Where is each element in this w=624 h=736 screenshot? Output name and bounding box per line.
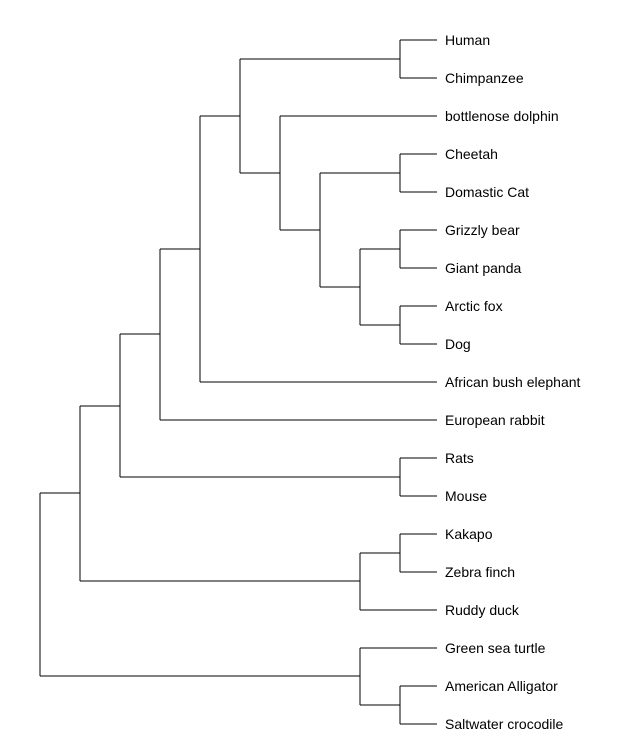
leaf-label: Domastic Cat bbox=[445, 184, 529, 200]
leaf-label: Kakapo bbox=[445, 526, 493, 542]
leaf-label: Human bbox=[445, 32, 490, 48]
leaf-label: Saltwater crocodile bbox=[445, 716, 563, 732]
leaf-label: Dog bbox=[445, 336, 471, 352]
leaf-label: Rats bbox=[445, 450, 474, 466]
leaf-label: Zebra finch bbox=[445, 564, 515, 580]
leaf-label: Giant panda bbox=[445, 260, 521, 276]
leaf-label: Cheetah bbox=[445, 146, 498, 162]
leaf-label: Mouse bbox=[445, 488, 487, 504]
leaf-label: Chimpanzee bbox=[445, 70, 524, 86]
leaf-label: American Alligator bbox=[445, 678, 558, 694]
leaf-label: African bush elephant bbox=[445, 374, 581, 390]
leaf-label: Ruddy duck bbox=[445, 602, 520, 618]
leaf-label: Green sea turtle bbox=[445, 640, 546, 656]
leaf-label: Arctic fox bbox=[445, 298, 503, 314]
leaf-label: bottlenose dolphin bbox=[445, 108, 559, 124]
leaf-label: European rabbit bbox=[445, 412, 545, 428]
leaf-label: Grizzly bear bbox=[445, 222, 520, 238]
